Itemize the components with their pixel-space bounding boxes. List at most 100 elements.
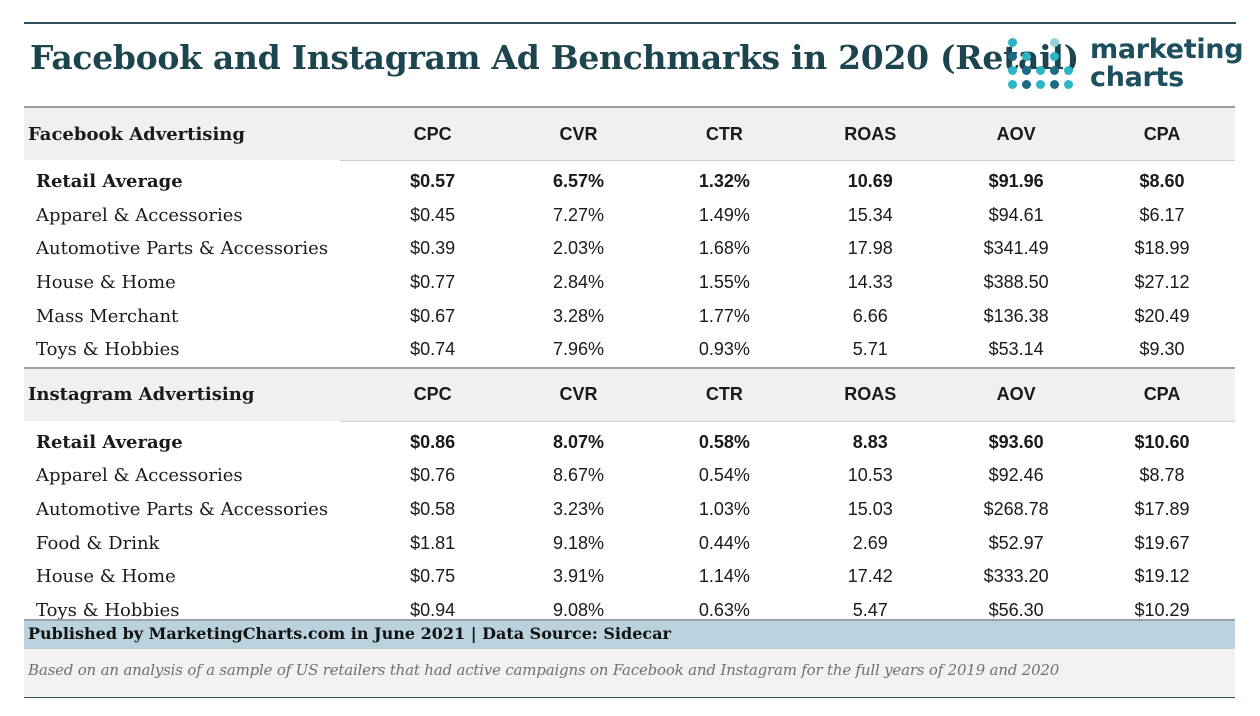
table-cell: $92.46	[988, 465, 1044, 486]
table-cell: $19.67	[1134, 532, 1190, 553]
table-row: Apparel & Accessories $0.45 7.27% 1.49% 15.3…	[24, 199, 1235, 233]
table-cell: 0.58%	[698, 431, 750, 452]
row-label: Retail Average	[36, 431, 183, 453]
logo-dots-icon	[1008, 38, 1088, 98]
row-label: House & Home	[36, 566, 176, 588]
bottom-rule	[24, 697, 1235, 698]
note-bar: Based on an analysis of a sample of US r…	[24, 649, 1235, 697]
row-label: Apparel & Accessories	[36, 465, 243, 487]
table-cell: $8.60	[1139, 171, 1185, 192]
table-cell: 3.23%	[553, 499, 605, 520]
table-cell: $1.81	[410, 532, 456, 553]
table-cell: 2.84%	[553, 272, 605, 293]
table-cell: 9.08%	[553, 599, 605, 620]
table-cell: 9.18%	[553, 532, 605, 553]
table-cell: 14.33	[847, 272, 893, 293]
row-label: Mass Merchant	[36, 305, 179, 327]
table-cell: $0.58	[410, 499, 456, 520]
logo-text: marketing charts	[1090, 34, 1244, 93]
logo-line-1: marketing	[1090, 34, 1244, 65]
table-cell: 2.69	[852, 532, 888, 553]
table-cell: $0.94	[410, 599, 456, 620]
table-cell: $27.12	[1134, 272, 1190, 293]
table-cell: $0.77	[410, 272, 456, 293]
table-cell: 0.93%	[698, 339, 750, 360]
note-text: Based on an analysis of a sample of US r…	[28, 661, 1060, 679]
table-cell: $341.49	[983, 238, 1049, 259]
row-label: Automotive Parts & Accessories	[36, 238, 329, 260]
table-cell: $10.29	[1134, 599, 1190, 620]
table-row: Apparel & Accessories $0.76 8.67% 0.54% 10.5…	[24, 459, 1235, 493]
source-bar: Published by MarketingCharts.com in June…	[24, 619, 1235, 649]
table-cell: $0.86	[410, 431, 456, 452]
logo-dot	[1008, 52, 1017, 61]
table-cell: 15.03	[847, 499, 893, 520]
table-cell: $333.20	[983, 566, 1049, 587]
logo-line-2: charts	[1090, 62, 1184, 93]
table-cell: 7.96%	[553, 339, 605, 360]
row-label: Toys & Hobbies	[36, 339, 180, 361]
table-row: Retail Average $0.86 8.07% 0.58% 8.83 $93.60 $…	[24, 426, 1235, 460]
table-cell: 0.44%	[698, 532, 750, 553]
table-cell: 8.67%	[553, 465, 605, 486]
source-text: Published by MarketingCharts.com in June…	[28, 624, 671, 643]
table-cell: 7.27%	[553, 204, 605, 225]
table-cell: 17.98	[847, 238, 893, 259]
table-cell: 1.77%	[698, 305, 750, 326]
table-cell: 5.71	[852, 339, 888, 360]
table-cell: $136.38	[983, 305, 1049, 326]
row-label: Retail Average	[36, 171, 183, 193]
logo-dot	[1022, 66, 1031, 75]
table-cell: $94.61	[988, 204, 1044, 225]
table-row: Automotive Parts & Accessories $0.58 3.23%…	[24, 493, 1235, 527]
column-header: CPC	[413, 123, 452, 144]
section-title: Facebook Advertising	[28, 123, 245, 145]
header-underline	[340, 160, 1235, 161]
table-cell: 1.03%	[698, 499, 750, 520]
logo-dot	[1064, 80, 1073, 89]
section-header-row: Facebook Advertising CPC CVR CTR ROAS AOV CPA	[24, 106, 1235, 160]
table-cell: 1.68%	[698, 238, 750, 259]
table-row: Mass Merchant $0.67 3.28% 1.77% 6.66 $136.38 $…	[24, 299, 1235, 333]
table-cell: $9.30	[1139, 339, 1185, 360]
table-row: House & Home $0.75 3.91% 1.14% 17.42 $333.20 $…	[24, 560, 1235, 594]
table-cell: 2.03%	[553, 238, 605, 259]
table-cell: $17.89	[1134, 499, 1190, 520]
table-cell: 8.83	[852, 431, 888, 452]
column-header: CTR	[705, 123, 743, 144]
table-row: House & Home $0.77 2.84% 1.55% 14.33 $388.50 $…	[24, 266, 1235, 300]
table-cell: $0.74	[410, 339, 456, 360]
table-cell: $10.60	[1134, 431, 1190, 452]
table-cell: $0.76	[410, 465, 456, 486]
benchmark-table: Facebook Advertising CPC CVR CTR ROAS AOV CPA R…	[24, 106, 1235, 627]
table-cell: $0.75	[410, 566, 456, 587]
column-header: CVR	[559, 123, 598, 144]
table-cell: $6.17	[1139, 204, 1185, 225]
table-cell: 1.49%	[698, 204, 750, 225]
row-label: Toys & Hobbies	[36, 599, 180, 621]
column-header: CPA	[1143, 123, 1181, 144]
table-cell: 17.42	[847, 566, 893, 587]
table-cell: $268.78	[983, 499, 1049, 520]
logo-dot	[1008, 80, 1017, 89]
table-cell: $0.39	[410, 238, 456, 259]
row-label: House & Home	[36, 272, 176, 294]
table-cell: 6.66	[852, 305, 888, 326]
logo-dot	[1008, 38, 1017, 47]
header-underline	[340, 420, 1235, 422]
table-row: Toys & Hobbies $0.94 9.08% 0.63% 5.47 $56.30 $…	[24, 594, 1235, 628]
table-cell: 10.53	[847, 465, 893, 486]
table-cell: 3.28%	[553, 305, 605, 326]
table-cell: 15.34	[847, 204, 893, 225]
table-cell: 10.69	[847, 171, 893, 192]
row-label: Food & Drink	[36, 532, 160, 554]
table-cell: $56.30	[988, 599, 1044, 620]
table-cell: $0.57	[410, 171, 456, 192]
table-cell: $93.60	[988, 431, 1044, 452]
section-title: Instagram Advertising	[28, 384, 255, 406]
column-header: CPA	[1143, 384, 1181, 405]
logo-dot	[1050, 52, 1059, 61]
table-cell: 1.55%	[698, 272, 750, 293]
table-cell: $8.78	[1139, 465, 1185, 486]
table-cell: $19.12	[1134, 566, 1190, 587]
